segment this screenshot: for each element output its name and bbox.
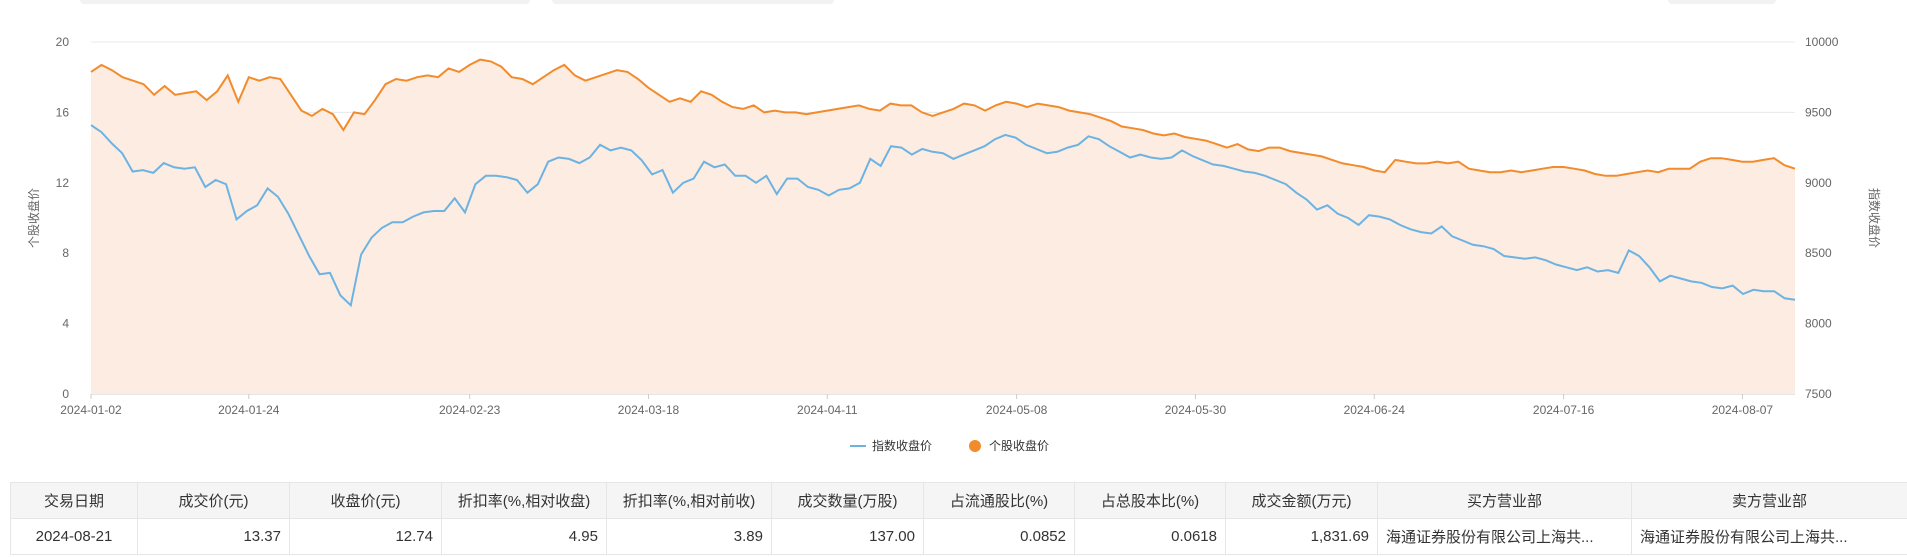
header-date: 交易日期 [10,482,138,519]
cell-total-ratio: 0.0618 [1074,518,1226,555]
y-right-tick-label: 8500 [1805,246,1832,260]
legend-index-label: 指数收盘价 [872,438,932,453]
x-tick-label: 2024-04-11 [797,403,858,417]
y-right-tick-label: 9000 [1805,176,1832,190]
x-tick-label: 2024-02-23 [439,403,501,417]
header-float-ratio: 占流通股比(%) [923,482,1075,519]
x-tick-label: 2024-05-30 [1165,403,1227,417]
y-right-tick-label: 9500 [1805,105,1832,119]
header-amount: 成交金额(万元) [1225,482,1378,519]
price-chart: 0481216207500800085009000950010000个股收盘价指… [26,35,1882,453]
x-tick-label: 2024-01-02 [60,403,122,417]
x-tick-label: 2024-01-24 [218,403,280,417]
x-tick-label: 2024-05-08 [986,403,1048,417]
cell-seller[interactable]: 海通证券股份有限公司上海共... [1631,518,1907,555]
block-trade-table: 交易日期 成交价(元) 收盘价(元) 折扣率(%,相对收盘) 折扣率(%,相对前… [10,482,1907,555]
header-total-ratio: 占总股本比(%) [1074,482,1226,519]
cell-discount-prev: 3.89 [606,518,772,555]
header-seller: 卖方营业部 [1631,482,1907,519]
x-tick-label: 2024-08-07 [1712,403,1774,417]
y-right-tick-label: 8000 [1805,317,1832,331]
header-volume: 成交数量(万股) [771,482,924,519]
cell-deal-price: 13.37 [137,518,290,555]
y-right-tick-label: 10000 [1805,35,1839,49]
y-left-tick-label: 4 [62,317,69,331]
header-discount-prev: 折扣率(%,相对前收) [606,482,772,519]
stock-area [91,59,1795,394]
x-tick-label: 2024-07-16 [1533,403,1595,417]
cell-buyer[interactable]: 海通证券股份有限公司上海共... [1377,518,1632,555]
table-row: 2024-08-21 13.37 12.74 4.95 3.89 137.00 … [10,518,1907,555]
y-left-tick-label: 20 [56,35,70,49]
y-right-tick-label: 7500 [1805,387,1832,401]
header-buyer: 买方营业部 [1377,482,1632,519]
top-bar-decoration-right [1668,0,1776,4]
cell-volume: 137.00 [771,518,924,555]
y-right-axis-label: 指数收盘价 [1867,188,1882,248]
cell-float-ratio: 0.0852 [923,518,1075,555]
cell-date: 2024-08-21 [10,518,138,555]
cell-close-price: 12.74 [289,518,442,555]
header-discount-close: 折扣率(%,相对收盘) [441,482,607,519]
y-left-axis-label: 个股收盘价 [26,188,41,248]
y-left-tick-label: 12 [56,176,70,190]
y-left-tick-label: 16 [56,105,70,119]
x-tick-label: 2024-06-24 [1344,403,1406,417]
legend-stock-dot [969,440,981,452]
index-close-line [90,124,1796,308]
header-close-price: 收盘价(元) [289,482,442,519]
legend-stock-label: 个股收盘价 [989,438,1049,453]
y-left-tick-label: 8 [62,246,69,260]
top-bar-decoration-mid [552,0,834,4]
cell-amount: 1,831.69 [1225,518,1378,555]
cell-discount-close: 4.95 [441,518,607,555]
header-deal-price: 成交价(元) [137,482,290,519]
stock-close-line [90,58,1796,177]
y-left-tick-label: 0 [62,387,69,401]
x-tick-label: 2024-03-18 [618,403,680,417]
top-bar-decoration-left [80,0,530,4]
table-header-row: 交易日期 成交价(元) 收盘价(元) 折扣率(%,相对收盘) 折扣率(%,相对前… [10,482,1907,519]
